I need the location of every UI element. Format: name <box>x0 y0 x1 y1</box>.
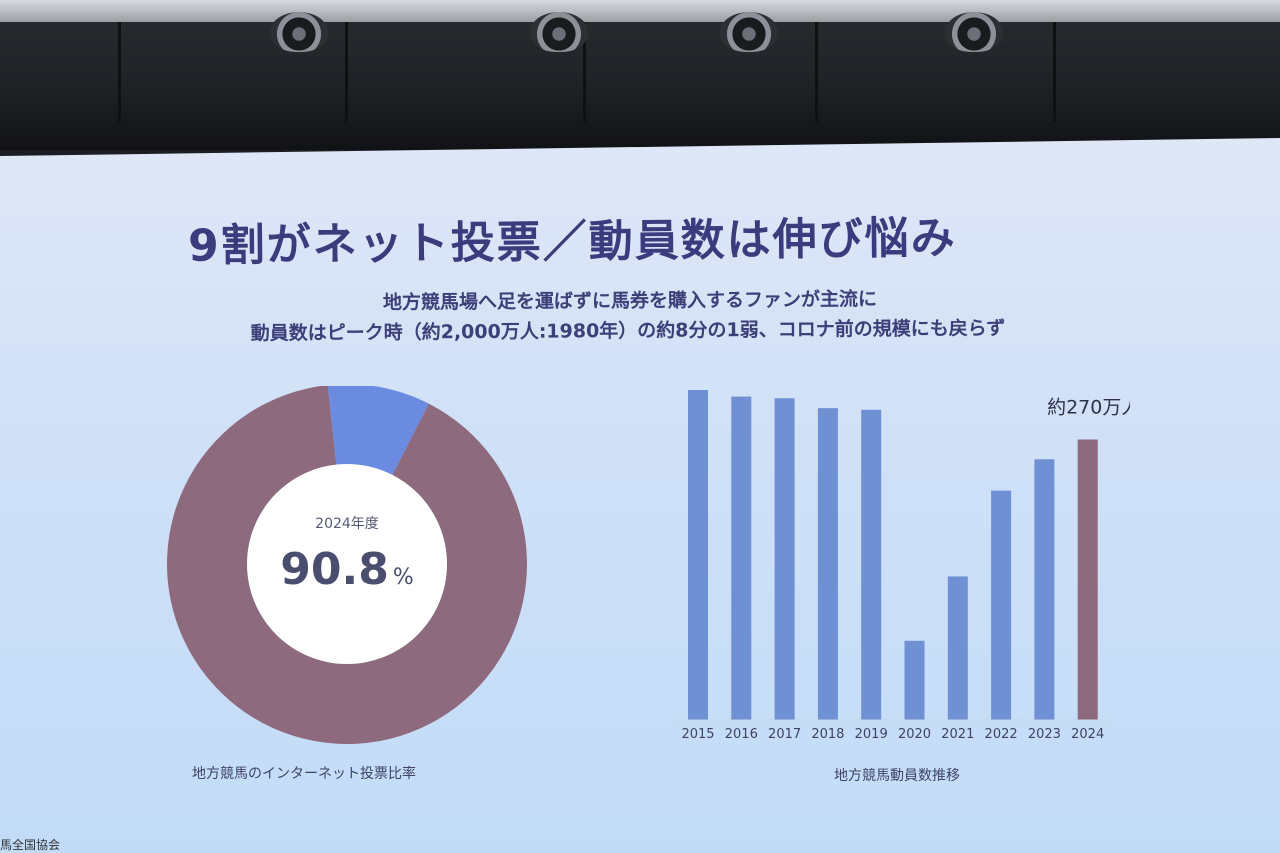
footer-credit: 馬全国協会 <box>0 838 61 852</box>
x-tick-label: 2021 <box>941 727 974 742</box>
bar-2024 <box>1077 439 1098 720</box>
bar-caption: 地方競馬動員数推移 <box>834 768 960 784</box>
tick-group: 2015 2016 2017 2018 2019 2020 2021 2022 2023 2024 <box>681 727 1104 742</box>
bar-annotation: 約270万人 <box>1047 397 1130 419</box>
x-tick-label: 2015 <box>681 727 714 742</box>
bar-2017 <box>774 398 795 720</box>
ceiling-beam <box>118 22 121 122</box>
ceiling-beam <box>345 22 348 122</box>
ceiling <box>0 0 1280 150</box>
donut-chart: 2024年度 90.8% <box>167 386 527 744</box>
spotlight-icon <box>270 12 328 52</box>
donut-caption: 地方競馬のインターネット投票比率 <box>192 766 416 782</box>
x-tick-label: 2023 <box>1028 727 1061 742</box>
bar-2016 <box>731 396 752 720</box>
x-tick-label: 2017 <box>768 727 801 742</box>
spotlight-icon <box>720 12 778 52</box>
donut-center-value: 90.8 <box>280 544 389 595</box>
donut-hole <box>247 464 447 664</box>
donut-center-unit: % <box>393 565 414 590</box>
spotlight-icon <box>530 12 588 52</box>
bar-group <box>688 390 1098 720</box>
donut-center-value-group: 90.8% <box>280 544 413 595</box>
x-tick-label: 2022 <box>985 727 1018 742</box>
bar-2018 <box>817 408 838 720</box>
x-tick-label: 2018 <box>811 727 844 742</box>
ceiling-beam <box>815 22 818 122</box>
slide-title: 9割がネット投票／動員数は伸び悩み <box>187 212 957 272</box>
bar-2021 <box>947 576 968 720</box>
bar-2022 <box>991 490 1012 720</box>
ceiling-beam <box>1053 22 1056 122</box>
bar-2023 <box>1034 459 1055 720</box>
x-tick-label: 2019 <box>855 727 888 742</box>
bar-2019 <box>861 409 882 720</box>
x-tick-label: 2024 <box>1071 727 1104 742</box>
x-tick-label: 2020 <box>898 727 931 742</box>
spotlight-icon <box>945 12 1003 52</box>
ceiling-trim <box>0 0 1280 22</box>
x-tick-label: 2016 <box>725 727 758 742</box>
donut-center-label: 2024年度 <box>315 516 379 532</box>
bar-2015 <box>688 390 708 720</box>
ceiling-beam <box>583 22 586 122</box>
bar-2020 <box>904 640 925 720</box>
bar-chart: 2015 2016 2017 2018 2019 2020 2021 2022 2023 2024… <box>674 390 1130 742</box>
